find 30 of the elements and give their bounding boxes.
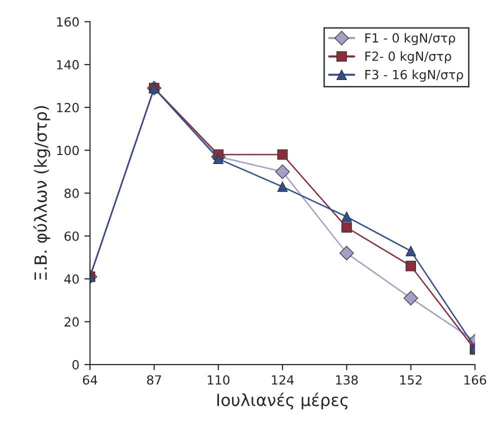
y-tick-label: 100 xyxy=(57,146,79,156)
x-axis-title: Ιουλιανές μέρες xyxy=(217,392,348,410)
y-tick-label: 140 xyxy=(57,60,79,70)
x-tick-label: 138 xyxy=(336,375,358,385)
point xyxy=(341,222,352,233)
point xyxy=(277,149,288,160)
legend-label: F3 - 16 kgN/στρ xyxy=(365,70,464,82)
x-tick-label: 64 xyxy=(82,375,98,385)
point xyxy=(277,181,288,192)
x-tick-label: 124 xyxy=(272,375,294,384)
point xyxy=(404,290,418,306)
y-tick-label: 120 xyxy=(57,102,79,112)
point xyxy=(341,211,352,222)
y-tick-label: 80 xyxy=(64,188,79,198)
x-tick-label: 110 xyxy=(208,375,230,385)
y-axis-title: Ξ.Β. φύλλων (kg/στρ) xyxy=(33,106,50,280)
y-tick-label: 20 xyxy=(64,317,79,327)
point xyxy=(406,260,416,272)
y-tick-label: 40 xyxy=(64,274,79,284)
x-tick-label: 166 xyxy=(464,375,486,385)
legend-label: F2- 0 kgN/στρ xyxy=(365,51,452,64)
x-tick-label: 87 xyxy=(147,375,162,385)
point xyxy=(406,246,416,256)
y-tick-label: 0 xyxy=(72,360,79,370)
point xyxy=(339,246,354,260)
legend-label: F1 - 0 kgN/στρ xyxy=(365,32,456,46)
x-tick-label: 152 xyxy=(400,375,422,385)
y-tick-label: 60 xyxy=(64,231,79,241)
y-tick-label: 160 xyxy=(57,17,79,27)
point xyxy=(275,164,290,179)
